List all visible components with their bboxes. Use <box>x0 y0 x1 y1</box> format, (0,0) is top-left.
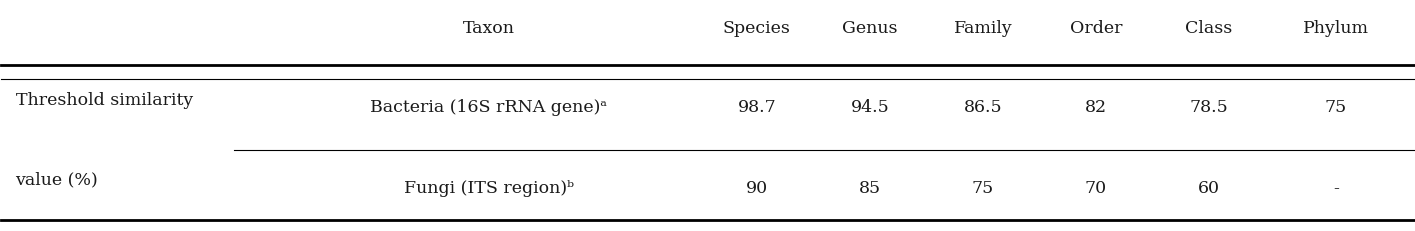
Text: 86.5: 86.5 <box>964 99 1002 116</box>
Text: 70: 70 <box>1085 180 1107 197</box>
Text: value (%): value (%) <box>16 171 98 188</box>
Text: Threshold similarity: Threshold similarity <box>16 92 192 109</box>
Text: 75: 75 <box>1324 99 1347 116</box>
Text: Taxon: Taxon <box>463 20 515 37</box>
Text: 85: 85 <box>859 180 882 197</box>
Text: 98.7: 98.7 <box>737 99 777 116</box>
Text: 90: 90 <box>746 180 768 197</box>
Text: Order: Order <box>1070 20 1122 37</box>
Text: Phylum: Phylum <box>1303 20 1368 37</box>
Text: 82: 82 <box>1085 99 1107 116</box>
Text: Genus: Genus <box>842 20 897 37</box>
Text: Class: Class <box>1186 20 1232 37</box>
Text: 78.5: 78.5 <box>1190 99 1228 116</box>
Text: Bacteria (16S rRNA gene)ᵃ: Bacteria (16S rRNA gene)ᵃ <box>371 99 607 116</box>
Text: Fungi (ITS region)ᵇ: Fungi (ITS region)ᵇ <box>403 180 573 197</box>
Text: 60: 60 <box>1199 180 1220 197</box>
Text: -: - <box>1333 180 1339 197</box>
Text: Family: Family <box>954 20 1012 37</box>
Text: 75: 75 <box>972 180 993 197</box>
Text: 94.5: 94.5 <box>850 99 889 116</box>
Text: Species: Species <box>723 20 791 37</box>
